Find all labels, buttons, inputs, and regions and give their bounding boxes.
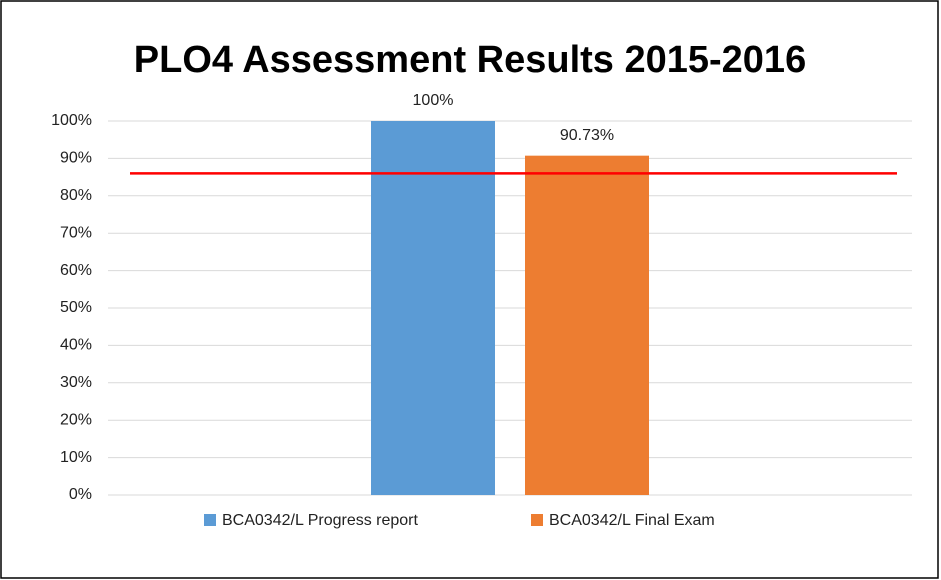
y-tick-label: 90% — [60, 150, 92, 167]
y-tick-label: 100% — [51, 112, 92, 129]
y-tick-label: 20% — [60, 411, 92, 428]
y-tick-label: 40% — [60, 337, 92, 354]
y-tick-label: 50% — [60, 299, 92, 316]
data-label: 90.73% — [560, 127, 614, 144]
legend-swatch — [204, 514, 216, 526]
legend-swatch — [531, 514, 543, 526]
chart-title: PLO4 Assessment Results 2015-2016 — [134, 39, 806, 81]
y-tick-label: 70% — [60, 224, 92, 241]
y-tick-label: 10% — [60, 449, 92, 466]
bar — [525, 155, 649, 495]
legend-label: BCA0342/L Final Exam — [549, 512, 715, 529]
y-tick-label: 60% — [60, 262, 92, 279]
y-tick-label: 80% — [60, 187, 92, 204]
bar — [371, 121, 495, 495]
y-tick-label: 0% — [69, 486, 92, 503]
legend-label: BCA0342/L Progress report — [222, 512, 419, 529]
data-label: 100% — [413, 92, 454, 109]
y-tick-label: 30% — [60, 374, 92, 391]
